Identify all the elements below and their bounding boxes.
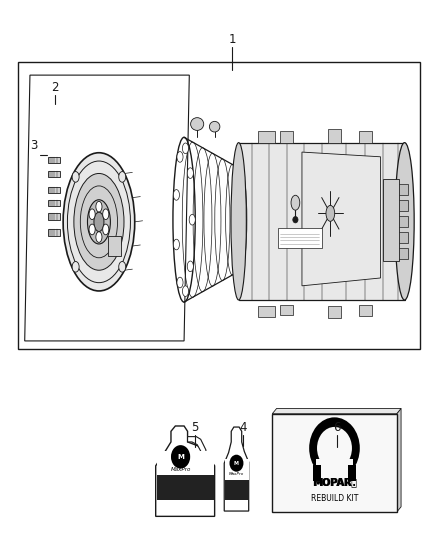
Bar bbox=[399, 200, 408, 211]
Ellipse shape bbox=[395, 143, 414, 300]
Ellipse shape bbox=[177, 277, 183, 288]
Bar bbox=[48, 199, 60, 206]
Ellipse shape bbox=[72, 172, 79, 182]
Bar bbox=[48, 157, 60, 164]
Text: REBUILD KIT: REBUILD KIT bbox=[311, 494, 358, 503]
Bar bbox=[272, 414, 397, 512]
Bar bbox=[328, 306, 341, 318]
Bar bbox=[280, 131, 293, 143]
Ellipse shape bbox=[119, 262, 126, 272]
Ellipse shape bbox=[187, 261, 194, 272]
Bar bbox=[399, 232, 408, 243]
Ellipse shape bbox=[88, 200, 110, 244]
Ellipse shape bbox=[63, 153, 135, 291]
Polygon shape bbox=[302, 152, 381, 286]
Bar bbox=[225, 459, 249, 480]
Ellipse shape bbox=[102, 224, 109, 235]
Ellipse shape bbox=[187, 168, 194, 179]
Bar bbox=[157, 451, 214, 475]
Ellipse shape bbox=[326, 205, 335, 221]
Ellipse shape bbox=[171, 445, 190, 469]
Bar bbox=[359, 305, 372, 316]
Ellipse shape bbox=[317, 427, 352, 470]
Ellipse shape bbox=[189, 214, 195, 225]
Bar bbox=[48, 187, 60, 193]
Ellipse shape bbox=[119, 172, 126, 182]
Bar bbox=[383, 179, 399, 261]
Polygon shape bbox=[272, 408, 401, 414]
Bar bbox=[48, 213, 60, 220]
Polygon shape bbox=[239, 143, 405, 300]
Ellipse shape bbox=[89, 209, 95, 220]
Ellipse shape bbox=[177, 151, 183, 162]
Bar bbox=[48, 171, 60, 177]
Text: MOPAR: MOPAR bbox=[312, 478, 357, 488]
Polygon shape bbox=[397, 408, 401, 512]
Bar bbox=[399, 248, 408, 259]
Ellipse shape bbox=[291, 195, 300, 210]
Bar bbox=[18, 62, 420, 349]
Bar bbox=[108, 237, 121, 256]
Ellipse shape bbox=[209, 122, 220, 132]
Polygon shape bbox=[25, 75, 189, 341]
Bar bbox=[316, 459, 353, 481]
Text: 2: 2 bbox=[52, 80, 59, 94]
Text: 4: 4 bbox=[239, 421, 247, 434]
Ellipse shape bbox=[102, 209, 109, 220]
Bar bbox=[278, 228, 321, 248]
Bar bbox=[359, 131, 372, 143]
Bar bbox=[258, 131, 275, 143]
Text: MOPAR.: MOPAR. bbox=[313, 478, 356, 488]
Bar bbox=[313, 465, 321, 481]
Text: M: M bbox=[234, 461, 239, 466]
Bar bbox=[258, 306, 275, 317]
Polygon shape bbox=[224, 427, 249, 511]
Text: 3: 3 bbox=[30, 139, 37, 152]
Ellipse shape bbox=[173, 239, 180, 250]
Ellipse shape bbox=[96, 201, 102, 212]
Text: 6: 6 bbox=[333, 421, 341, 434]
Ellipse shape bbox=[72, 262, 79, 272]
Bar bbox=[157, 475, 214, 500]
Ellipse shape bbox=[183, 143, 188, 154]
Bar bbox=[348, 465, 357, 481]
Bar bbox=[399, 184, 408, 195]
Ellipse shape bbox=[293, 216, 298, 223]
Ellipse shape bbox=[231, 143, 246, 300]
Text: 1: 1 bbox=[228, 33, 236, 46]
Ellipse shape bbox=[183, 286, 188, 296]
Bar bbox=[399, 216, 408, 227]
Text: MaxPro: MaxPro bbox=[170, 467, 191, 472]
Ellipse shape bbox=[173, 190, 180, 200]
Bar bbox=[48, 229, 60, 236]
Ellipse shape bbox=[74, 173, 124, 270]
Ellipse shape bbox=[94, 212, 104, 231]
Ellipse shape bbox=[89, 224, 95, 235]
Ellipse shape bbox=[96, 232, 102, 243]
Ellipse shape bbox=[191, 118, 204, 131]
Text: 5: 5 bbox=[191, 421, 199, 434]
Bar bbox=[328, 130, 341, 143]
Polygon shape bbox=[155, 426, 215, 516]
Polygon shape bbox=[187, 437, 206, 461]
Text: M: M bbox=[177, 454, 184, 460]
Text: MaxPro: MaxPro bbox=[229, 472, 244, 476]
Bar bbox=[280, 305, 293, 315]
Ellipse shape bbox=[230, 455, 244, 472]
Ellipse shape bbox=[309, 417, 360, 479]
Bar bbox=[225, 480, 249, 500]
